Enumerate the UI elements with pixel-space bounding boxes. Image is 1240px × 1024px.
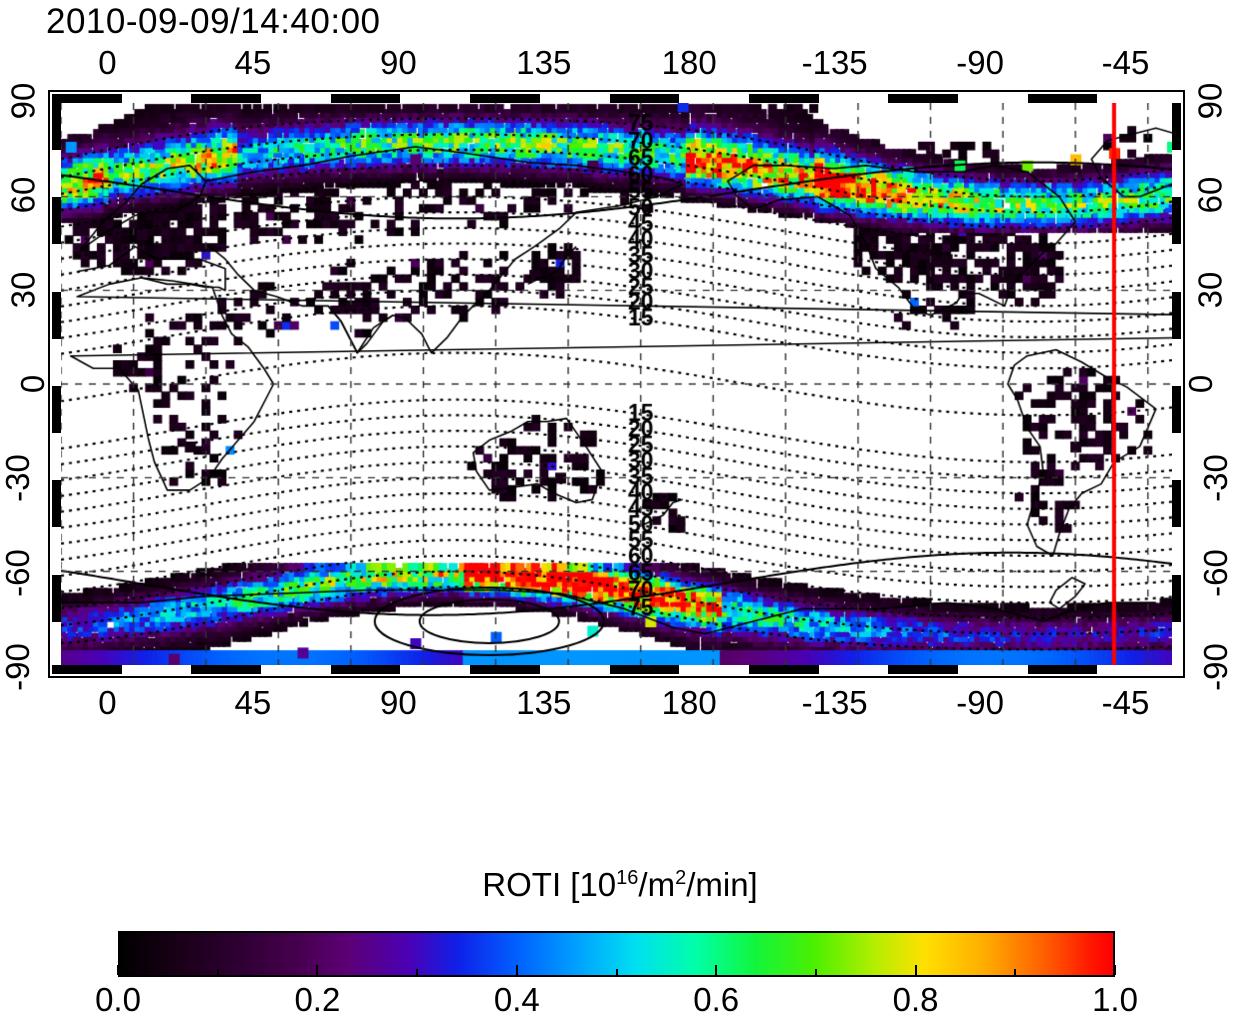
map-plot-frame (48, 90, 1185, 678)
colorbar-title-rest: /m (638, 866, 676, 903)
y-tick-label: 30 (4, 271, 42, 309)
colorbar-title-main: ROTI [10 (482, 866, 617, 903)
x-tick-label: 180 (661, 684, 717, 721)
colorbar-tick-label: 1.0 (1092, 981, 1138, 1018)
colorbar-title-exponent-2: 2 (675, 867, 687, 889)
colorbar-tick-label: 0.4 (493, 981, 540, 1018)
y-tick-label: -60 (0, 548, 37, 597)
colorbar-title-exponent: 16 (616, 867, 639, 889)
colorbar-tick-label: 0.2 (294, 981, 341, 1018)
x-tick-label: 0 (98, 44, 117, 81)
y-tick-label: 60 (1191, 176, 1229, 214)
y-tick-label: 0 (1182, 374, 1220, 394)
x-tick-label: 45 (234, 684, 272, 721)
y-tick-label: -90 (1196, 643, 1234, 691)
colorbar-title-end: /min] (686, 866, 758, 903)
x-tick-label: -45 (1101, 684, 1150, 721)
map-border-checker-top (52, 94, 1181, 103)
x-tick-label: 90 (379, 684, 417, 721)
x-tick-label: -45 (1101, 44, 1150, 81)
x-tick-label: 45 (234, 44, 272, 81)
y-tick-label: -30 (1196, 454, 1234, 503)
colorbar-tick-label: 0.0 (95, 981, 141, 1018)
y-axis-labels-left: 90 60 30 0 -30 -60 -90 (0, 83, 51, 691)
y-tick-label: -30 (0, 454, 37, 503)
map-border-checker-left (52, 103, 61, 665)
y-tick-label: -90 (0, 643, 37, 691)
colorbar-tick-label: 0.6 (693, 981, 740, 1018)
roti-heatmap-plot-area (61, 103, 1172, 665)
y-tick-label: 30 (1191, 271, 1229, 309)
x-tick-label: 90 (379, 44, 417, 81)
y-tick-label: 60 (4, 176, 42, 214)
colorbar-gradient (118, 931, 1115, 977)
y-tick-label: 90 (1191, 82, 1229, 120)
y-tick-label: -60 (1196, 548, 1234, 597)
map-border-checker-right (1172, 103, 1181, 665)
y-axis-labels-right: 90 60 30 0 -30 -60 -90 (1182, 83, 1234, 691)
x-tick-label: 180 (661, 44, 717, 81)
colorbar-tick-label: 0.8 (892, 981, 939, 1018)
x-tick-label: -90 (956, 44, 1004, 81)
x-tick-label: 0 (98, 684, 117, 721)
x-tick-label: 135 (516, 44, 572, 81)
page-title: 2010-09-09/14:40:00 (46, 2, 381, 41)
colorbar-title: ROTI [1016/m2/min] (0, 865, 1240, 905)
colorbar-tick-labels: 0.0 0.2 0.4 0.6 0.8 1.0 (95, 980, 1138, 1022)
x-tick-label: -90 (956, 684, 1004, 721)
x-axis-labels-bottom: 0 45 90 135 180 -135 -90 -45 (48, 684, 1185, 722)
y-tick-label: 90 (4, 82, 42, 120)
roti-heatmap-canvas (61, 103, 1172, 665)
x-tick-label: -135 (801, 44, 868, 81)
x-tick-label: -135 (801, 684, 868, 721)
x-tick-label: 135 (516, 684, 572, 721)
y-tick-label: 0 (13, 374, 51, 394)
x-axis-labels-top: 0 45 90 135 180 -135 -90 -45 (48, 44, 1185, 82)
map-border-checker-bottom (52, 665, 1181, 674)
